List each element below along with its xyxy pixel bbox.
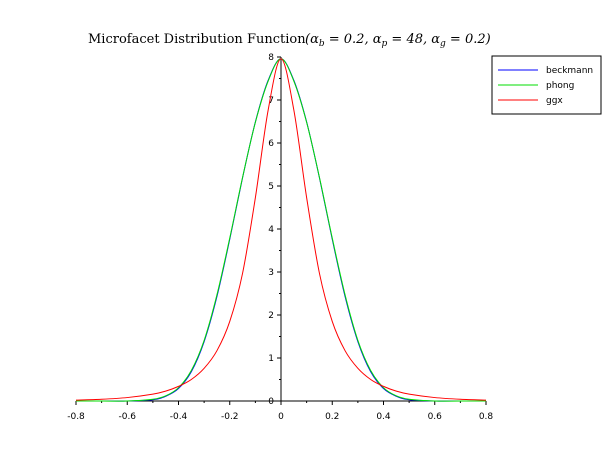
- y-tick-label: 5: [268, 182, 274, 192]
- title-math-alpha-p: α: [373, 32, 382, 47]
- legend-label-ggx: ggx: [546, 96, 563, 106]
- axes: -0.8 -0.6 -0.4 -0.2 0 0.2 0.4 0.6 0.8 0 1 2 3 4 5 6 7 8: [67, 53, 493, 422]
- title-math-val-b: = 0.2,: [325, 32, 373, 47]
- chart-title-math: (αb = 0.2, αp = 48, αg = 0.2): [305, 32, 491, 49]
- x-tick-label: 0.4: [376, 412, 391, 422]
- title-math-alpha-g: α: [431, 32, 440, 47]
- chart-title: Microfacet Distribution Function: [88, 32, 306, 47]
- x-tick-label: -0.6: [118, 412, 136, 422]
- y-tick-label: 1: [268, 354, 274, 364]
- title-math-sub-g: g: [440, 39, 446, 49]
- legend-label-beckmann: beckmann: [546, 66, 593, 76]
- title-math-val-p: = 48,: [387, 32, 431, 47]
- series-group: [75, 58, 487, 402]
- x-tick-label: -0.8: [67, 412, 85, 422]
- title-math-sub-b: b: [319, 39, 325, 49]
- x-tick-label: 0.6: [428, 412, 443, 422]
- x-tick-label: -0.4: [170, 412, 188, 422]
- title-math-val-g: = 0.2): [446, 32, 491, 47]
- series-line-ggx: [75, 58, 487, 401]
- title-math-alpha-b: α: [310, 32, 319, 47]
- y-tick-label: 2: [268, 311, 274, 321]
- y-tick-label: 3: [268, 268, 274, 278]
- x-tick-label: 0: [278, 412, 284, 422]
- y-tick-label: 6: [268, 139, 274, 149]
- x-tick-label: 0.2: [325, 412, 339, 422]
- title-math-open: (: [305, 32, 311, 47]
- y-tick-label: 8: [268, 53, 274, 63]
- legend-label-phong: phong: [546, 81, 574, 91]
- legend: beckmann phong ggx: [491, 55, 602, 115]
- title-math-sub-p: p: [382, 39, 388, 49]
- y-tick-label: 4: [268, 225, 274, 235]
- y-tick-label: 0: [268, 397, 274, 407]
- y-tick-label: 7: [268, 96, 274, 106]
- x-tick-label: -0.2: [221, 412, 239, 422]
- x-tick-label: 0.8: [479, 412, 494, 422]
